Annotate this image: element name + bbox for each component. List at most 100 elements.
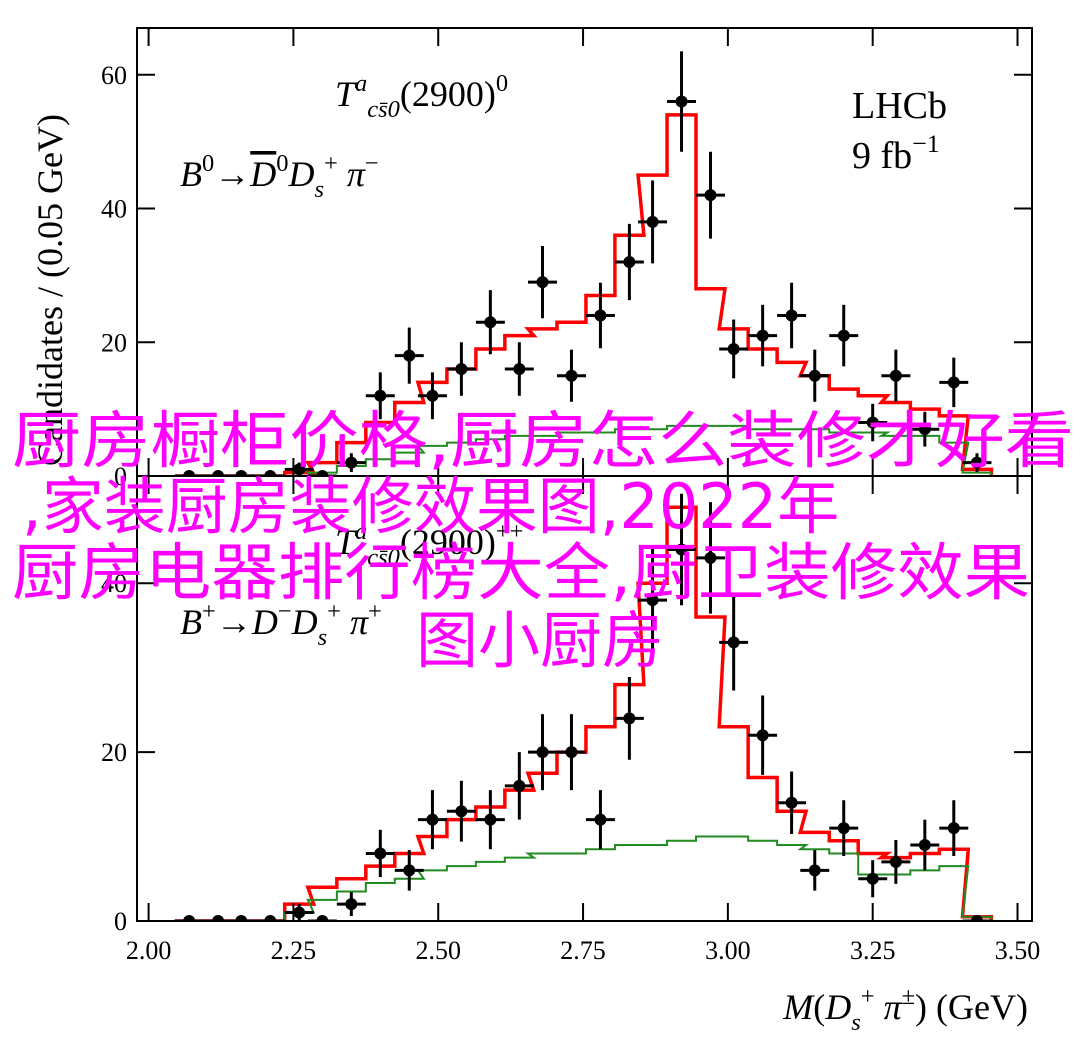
panel [174, 51, 994, 476]
x-tick-label: 2.00 [126, 936, 172, 965]
formula-part: π [338, 154, 366, 194]
formula-part: + [368, 598, 382, 625]
formula-part: D [287, 154, 314, 194]
data-point [212, 915, 225, 921]
data-point [536, 276, 549, 289]
data-point [345, 898, 358, 911]
decay-label: Tacs̄0(2900)0 [335, 70, 508, 123]
x-tick-label: 3.25 [850, 936, 896, 965]
data-point [837, 822, 850, 835]
data-point [889, 855, 902, 868]
data-point [704, 551, 717, 564]
formula-part: D [291, 602, 318, 642]
data-point [808, 864, 821, 877]
formula-part: ( [813, 987, 825, 1027]
data-point [235, 915, 248, 921]
x-axis-label: M(Ds+ π±) (GeV) [782, 983, 1028, 1036]
data-point [484, 316, 497, 329]
data-point [866, 872, 879, 885]
formula-part: a [355, 70, 367, 97]
data-point [889, 369, 902, 382]
y-tick-label: 60 [101, 61, 127, 90]
formula-part: D [249, 154, 276, 194]
decay-label: B0→D0Ds+ π− [180, 150, 379, 203]
data-point [785, 796, 798, 809]
formula-part: cs̄0 [367, 544, 400, 571]
y-tick-label: 20 [101, 738, 127, 767]
data-point [403, 864, 416, 877]
panel [174, 493, 994, 921]
formula-part: π [341, 602, 369, 642]
data-point [704, 189, 717, 202]
data-point [293, 906, 306, 919]
data-point [316, 915, 329, 921]
data-point [513, 363, 526, 376]
data-point [426, 813, 439, 826]
x-tick-label: 2.25 [271, 936, 317, 965]
overlay: 厨房橱柜价格,厨房怎么装修才好看 ,家装厨房装修效果图,2022年 厨房电器排行… [12, 404, 1074, 677]
formula-part: ) (GeV) [915, 987, 1028, 1027]
data-point [866, 416, 879, 429]
formula-part: − [278, 598, 292, 625]
data-point [785, 309, 798, 322]
y-axis-label: Candidates / (0.05 GeV) [30, 114, 70, 466]
data-point [646, 215, 659, 228]
y-tick-label: 40 [101, 195, 127, 224]
data-point [623, 256, 636, 269]
formula-part: + [202, 598, 216, 625]
data-point [808, 369, 821, 382]
formula-part: → [214, 154, 250, 194]
formula-part: D [824, 987, 851, 1027]
formula-part: 0 [496, 70, 508, 97]
data-point [594, 813, 607, 826]
formula-part: + [327, 598, 341, 625]
data-point [970, 456, 983, 469]
data-point [646, 594, 659, 607]
y-tick-label: 0 [114, 907, 127, 936]
formula-part: 9 fb [852, 135, 912, 177]
x-tick-label: 3.50 [995, 936, 1041, 965]
data-point [727, 342, 740, 355]
formula-part: −1 [912, 129, 939, 158]
data-point [264, 915, 277, 921]
data-point [212, 470, 225, 476]
formula-part: cs̄0 [367, 96, 400, 123]
overlay-line: 厨房电器排行榜大全,厨卫装修效果 [12, 536, 1030, 609]
formula-part: 0 [202, 150, 214, 177]
formula-part: (2900) [400, 522, 496, 562]
formula-part: D [251, 602, 278, 642]
data-point [345, 456, 358, 469]
data-point [484, 813, 497, 826]
data-point [756, 329, 769, 342]
data-point [565, 369, 578, 382]
formula-part: + [324, 150, 338, 177]
fit-curve [174, 505, 994, 921]
data-point [727, 636, 740, 649]
formula-part: ++ [496, 518, 524, 545]
formula-part: (2900) [400, 74, 496, 114]
data-point [947, 376, 960, 389]
data-point [403, 349, 416, 362]
data-point [970, 915, 983, 921]
formula-part: s [314, 176, 324, 203]
data-point [675, 95, 688, 108]
formula-part: B [180, 154, 202, 194]
data-point [756, 729, 769, 742]
data-point [623, 712, 636, 725]
formula-part: + [861, 983, 875, 1010]
overlay-line: ,家装厨房装修效果图,2022年 [22, 470, 839, 543]
data-point [374, 847, 387, 860]
decay-label: B+→D−Ds+ π+ [180, 598, 382, 651]
data-point [374, 389, 387, 402]
formula-part: s [851, 1009, 861, 1036]
data-point [455, 805, 468, 818]
data-point [565, 746, 578, 759]
fit-curve [174, 424, 993, 476]
frame [136, 475, 1033, 922]
formula-part: 0 [276, 150, 288, 177]
formula-part: ± [902, 983, 915, 1010]
formula-part: T [335, 522, 358, 562]
overlay-line: 图小厨房 [416, 604, 664, 677]
data-point [235, 470, 248, 476]
